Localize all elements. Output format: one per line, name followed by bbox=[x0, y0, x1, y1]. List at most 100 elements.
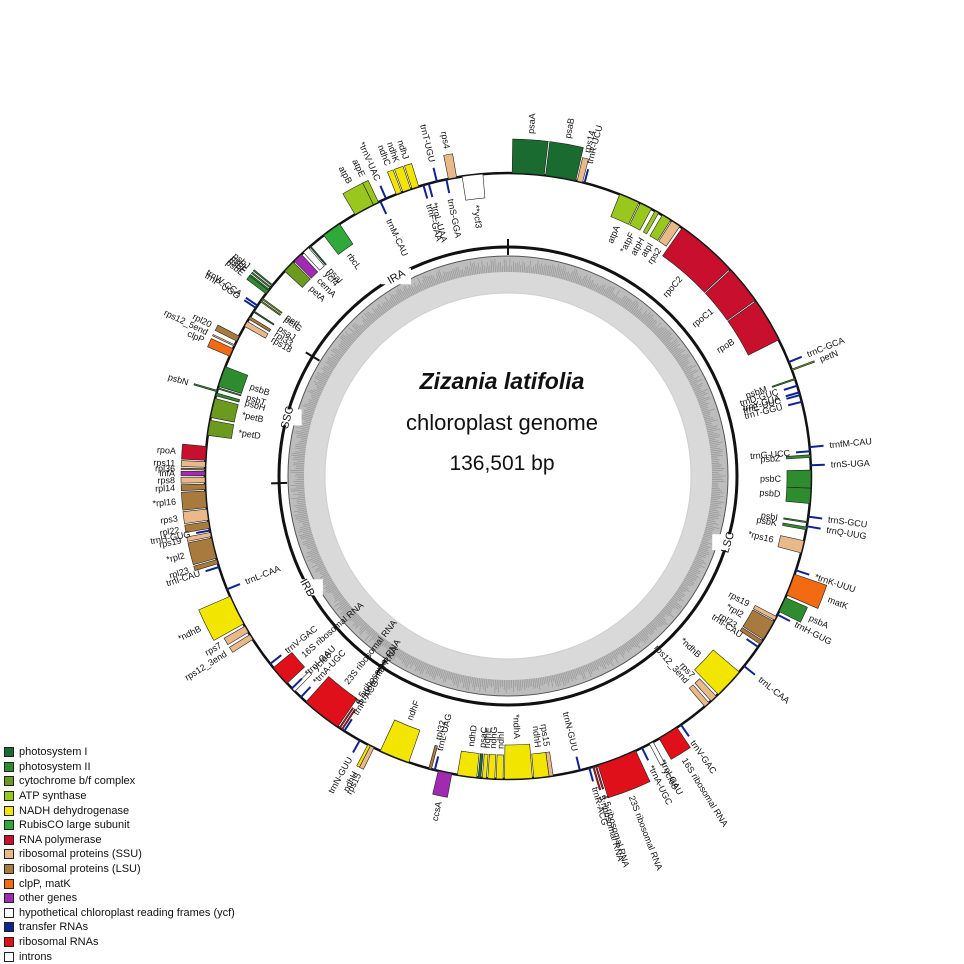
gene-psaA bbox=[512, 139, 548, 175]
gene-trnN-GUU bbox=[577, 757, 580, 771]
gene-trnC-GCA bbox=[789, 357, 802, 362]
gene-*ndhA bbox=[505, 744, 533, 779]
gene-rps8 bbox=[181, 477, 205, 483]
gc-bar bbox=[526, 267, 527, 273]
gene-label: rbcL bbox=[345, 251, 363, 271]
gene-label: **ycf3 bbox=[471, 204, 484, 229]
gene-ccsA bbox=[433, 771, 452, 797]
legend-item: RubisCO large subunit bbox=[4, 818, 235, 833]
legend-swatch bbox=[4, 820, 14, 830]
legend-label: RubisCO large subunit bbox=[19, 819, 130, 831]
gene-ndhI bbox=[496, 755, 503, 779]
legend-label: transfer RNAs bbox=[19, 921, 88, 933]
legend-label: RNA polymerase bbox=[19, 834, 102, 846]
legend-item: photosystem II bbox=[4, 760, 235, 775]
legend-item: cytochrome b/f complex bbox=[4, 774, 235, 789]
gene-label: psbD bbox=[759, 488, 781, 499]
gene-label: 23S ribosomal RNA bbox=[627, 794, 665, 871]
legend-label: hypothetical chloroplast reading frames … bbox=[19, 907, 235, 919]
legend-swatch bbox=[4, 908, 14, 918]
gene-trnT-UGU bbox=[434, 168, 437, 182]
gene-psbC bbox=[787, 470, 811, 488]
legend-swatch bbox=[4, 893, 14, 903]
gene-ndhF bbox=[380, 720, 420, 762]
gene-trnQ-UUG bbox=[807, 526, 821, 528]
gc-bar bbox=[711, 458, 717, 459]
gene-trnG-UCC bbox=[796, 451, 810, 452]
legend-label: photosystem II bbox=[19, 761, 91, 773]
gene-label: ndhH bbox=[531, 725, 543, 747]
gene-petG bbox=[260, 300, 280, 315]
gene-*trnK-UUU bbox=[796, 570, 809, 574]
legend-label: introns bbox=[19, 951, 52, 963]
legend-swatch bbox=[4, 806, 14, 816]
gene-trnL-CAA bbox=[227, 584, 240, 589]
legend-swatch bbox=[4, 776, 14, 786]
legend-label: photosystem I bbox=[19, 746, 87, 758]
legend-swatch bbox=[4, 791, 14, 801]
legend-swatch bbox=[4, 922, 14, 932]
gene-trnV-GAC bbox=[681, 725, 689, 736]
legend-item: hypothetical chloroplast reading frames … bbox=[4, 906, 235, 921]
gene-trnI-CAU bbox=[206, 567, 219, 571]
gene-rps4 bbox=[444, 154, 457, 179]
genome-subtitle: chloroplast genome bbox=[302, 410, 702, 436]
gene-*trnL-UAA bbox=[429, 184, 433, 198]
gene-label: *rps16 bbox=[747, 529, 775, 545]
gene-psbN bbox=[194, 384, 217, 392]
region-label-lsc: LSC bbox=[719, 530, 737, 554]
gene-label: psaC bbox=[477, 726, 489, 748]
legend-item: ribosomal proteins (LSU) bbox=[4, 862, 235, 877]
legend-item: ribosomal proteins (SSU) bbox=[4, 847, 235, 862]
gene-label: ccsA bbox=[430, 801, 444, 822]
legend-item: ATP synthase bbox=[4, 789, 235, 804]
genome-size: 136,501 bp bbox=[302, 452, 702, 476]
legend-label: clpP, matK bbox=[19, 878, 71, 890]
legend-swatch bbox=[4, 849, 14, 859]
gene-psbK bbox=[783, 523, 807, 530]
gene-label: *ndhB bbox=[678, 636, 703, 660]
gene-label: rps4 bbox=[439, 130, 452, 149]
gene-clpP bbox=[208, 339, 233, 357]
legend-swatch bbox=[4, 762, 14, 772]
gene-rps11 bbox=[181, 461, 205, 468]
gene-*petB bbox=[211, 398, 239, 422]
legend-item: introns bbox=[4, 949, 235, 964]
gene-ndhH bbox=[532, 752, 549, 777]
gene-*trnA-UGC bbox=[301, 687, 311, 697]
legend-swatch bbox=[4, 747, 14, 757]
gene-trnN-GUU bbox=[353, 740, 360, 752]
gene-label: rpoB bbox=[715, 337, 736, 355]
legend-swatch bbox=[4, 879, 14, 889]
legend-swatch bbox=[4, 835, 14, 845]
gc-content-track bbox=[288, 256, 728, 696]
gene-label: psbZ bbox=[760, 453, 781, 464]
legend-label: NADH dehydrogenase bbox=[19, 805, 129, 817]
gc-bar bbox=[298, 492, 305, 493]
gene-*trnA-UGC bbox=[642, 748, 648, 761]
gene-label: atpA bbox=[605, 224, 622, 245]
gene-infA bbox=[181, 471, 205, 476]
gene-label: trnfM-CAU bbox=[829, 436, 872, 450]
legend-item: photosystem I bbox=[4, 745, 235, 760]
gene-rps18 bbox=[245, 322, 268, 339]
gene-petL bbox=[262, 298, 282, 313]
gene-rbcL bbox=[324, 224, 353, 254]
gene-*petD bbox=[208, 420, 234, 438]
legend-item: NADH dehydrogenase bbox=[4, 803, 235, 818]
gene-label: *petD bbox=[238, 428, 262, 442]
gene-*rps16 bbox=[778, 536, 804, 553]
gene-label: psaB bbox=[563, 117, 576, 139]
gene-label: ndhF bbox=[405, 698, 422, 721]
gene-rpl36 bbox=[181, 468, 205, 470]
gene-trnH-GUG bbox=[196, 530, 210, 533]
legend-item: transfer RNAs bbox=[4, 920, 235, 935]
gene-label: psbC bbox=[760, 474, 782, 484]
gc-bar bbox=[490, 679, 491, 685]
gene-trnF-GAA bbox=[423, 185, 427, 198]
gene-label: atpB bbox=[337, 164, 355, 185]
gene-label: matK bbox=[826, 594, 849, 611]
gene-label: trnS-UGA bbox=[831, 458, 870, 469]
gene-psbI bbox=[784, 518, 808, 523]
